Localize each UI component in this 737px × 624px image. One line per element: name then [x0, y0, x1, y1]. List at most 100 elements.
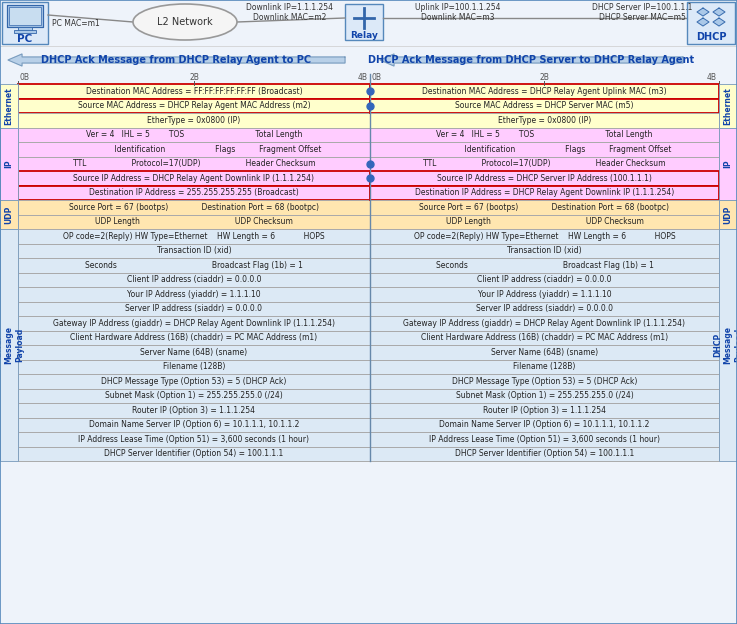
- Bar: [18, 113, 370, 127]
- Text: IP Address Lease Time (Option 51) = 3,600 seconds (1 hour): IP Address Lease Time (Option 51) = 3,60…: [79, 435, 310, 444]
- Bar: [370, 359, 719, 374]
- Bar: [370, 258, 719, 273]
- Text: IP Address Lease Time (Option 51) = 3,600 seconds (1 hour): IP Address Lease Time (Option 51) = 3,60…: [429, 435, 660, 444]
- Text: Filename (128B): Filename (128B): [163, 363, 226, 371]
- Bar: [719, 127, 737, 200]
- Bar: [370, 301, 719, 316]
- Text: Ver = 4   IHL = 5        TOS                              Total Length: Ver = 4 IHL = 5 TOS Total Length: [85, 130, 302, 139]
- Text: DHCP Server Identifier (Option 54) = 100.1.1.1: DHCP Server Identifier (Option 54) = 100…: [105, 449, 284, 458]
- Ellipse shape: [133, 4, 237, 40]
- Text: Router IP (Option 3) = 1.1.1.254: Router IP (Option 3) = 1.1.1.254: [483, 406, 606, 415]
- Polygon shape: [380, 54, 683, 66]
- Text: Destination MAC Address = FF:FF:FF:FF:FF:FF (Broadcast): Destination MAC Address = FF:FF:FF:FF:FF…: [85, 87, 302, 95]
- Text: Transaction ID (xid): Transaction ID (xid): [157, 246, 231, 255]
- Bar: [18, 331, 370, 345]
- Polygon shape: [713, 8, 725, 16]
- Bar: [18, 345, 370, 359]
- Text: L2 Network: L2 Network: [157, 17, 213, 27]
- Text: Filename (128B): Filename (128B): [513, 363, 576, 371]
- Text: Server Name (64B) (sname): Server Name (64B) (sname): [141, 348, 248, 357]
- Text: OP code=2(Reply) HW Type=Ethernet    HW Length = 6            HOPS: OP code=2(Reply) HW Type=Ethernet HW Len…: [413, 232, 675, 241]
- Text: Seconds                                        Broadcast Flag (1b) = 1: Seconds Broadcast Flag (1b) = 1: [85, 261, 303, 270]
- Bar: [370, 331, 719, 345]
- Bar: [18, 99, 370, 113]
- Text: Server IP address (siaddr) = 0.0.0.0: Server IP address (siaddr) = 0.0.0.0: [476, 305, 613, 313]
- Text: Identification                     Flags          Fragment Offset: Identification Flags Fragment Offset: [67, 145, 321, 154]
- Text: Gateway IP Address (giaddr) = DHCP Relay Agent Downlink IP (1.1.1.254): Gateway IP Address (giaddr) = DHCP Relay…: [53, 319, 335, 328]
- Bar: [7, 5, 43, 27]
- Bar: [18, 229, 370, 243]
- Text: Gateway IP Address (giaddr) = DHCP Relay Agent Downlink IP (1.1.1.254): Gateway IP Address (giaddr) = DHCP Relay…: [403, 319, 685, 328]
- Bar: [370, 171, 719, 185]
- Text: UDP: UDP: [724, 205, 733, 223]
- Bar: [370, 389, 719, 403]
- Bar: [18, 171, 370, 185]
- Bar: [18, 84, 370, 99]
- Bar: [370, 113, 719, 127]
- Bar: [370, 84, 719, 99]
- Text: Server Name (64B) (sname): Server Name (64B) (sname): [491, 348, 598, 357]
- Text: 0B: 0B: [20, 74, 30, 82]
- Text: Client IP address (ciaddr) = 0.0.0.0: Client IP address (ciaddr) = 0.0.0.0: [478, 275, 612, 285]
- Text: 4B: 4B: [707, 74, 717, 82]
- Bar: [18, 359, 370, 374]
- Text: DHCP
Message
Payload: DHCP Message Payload: [713, 326, 737, 364]
- Bar: [7, 5, 43, 27]
- Bar: [370, 127, 719, 142]
- Bar: [719, 229, 737, 461]
- Text: DHCP
Message
Payload: DHCP Message Payload: [0, 326, 24, 364]
- Text: 0B: 0B: [372, 74, 382, 82]
- Bar: [0, 127, 18, 200]
- Text: 2B: 2B: [539, 74, 550, 82]
- Bar: [18, 157, 370, 171]
- Polygon shape: [713, 18, 725, 26]
- Bar: [719, 200, 737, 229]
- Text: Client Hardware Address (16B) (chaddr) = PC MAC Address (m1): Client Hardware Address (16B) (chaddr) =…: [421, 333, 668, 342]
- Text: Domain Name Server IP (Option 6) = 10.1.1.1, 10.1.1.2: Domain Name Server IP (Option 6) = 10.1.…: [89, 420, 299, 429]
- Text: Source IP Address = DHCP Server IP Address (100.1.1.1): Source IP Address = DHCP Server IP Addre…: [437, 173, 652, 183]
- Bar: [18, 243, 370, 258]
- Bar: [18, 316, 370, 331]
- Text: Domain Name Server IP (Option 6) = 10.1.1.1, 10.1.1.2: Domain Name Server IP (Option 6) = 10.1.…: [439, 420, 650, 429]
- Bar: [370, 157, 719, 171]
- Text: DHCP Server MAC=m5: DHCP Server MAC=m5: [598, 12, 685, 21]
- Text: Source MAC Address = DHCP Relay Agent MAC Address (m2): Source MAC Address = DHCP Relay Agent MA…: [77, 101, 310, 110]
- Bar: [18, 389, 370, 403]
- Bar: [370, 345, 719, 359]
- Bar: [370, 99, 719, 113]
- Bar: [0, 200, 18, 229]
- Bar: [370, 374, 719, 389]
- Text: Downlink MAC=m2: Downlink MAC=m2: [254, 12, 326, 21]
- Bar: [18, 417, 370, 432]
- Text: Seconds                                        Broadcast Flag (1b) = 1: Seconds Broadcast Flag (1b) = 1: [436, 261, 654, 270]
- Text: OP code=2(Reply) HW Type=Ethernet    HW Length = 6            HOPS: OP code=2(Reply) HW Type=Ethernet HW Len…: [63, 232, 325, 241]
- Bar: [370, 287, 719, 301]
- Text: UDP: UDP: [4, 205, 13, 223]
- Bar: [370, 403, 719, 417]
- Text: Your IP Address (yiaddr) = 1.1.1.10: Your IP Address (yiaddr) = 1.1.1.10: [478, 290, 611, 299]
- Text: DHCP Server Identifier (Option 54) = 100.1.1.1: DHCP Server Identifier (Option 54) = 100…: [455, 449, 634, 458]
- Bar: [18, 127, 370, 142]
- Bar: [370, 417, 719, 432]
- Text: DHCP: DHCP: [696, 32, 726, 42]
- Bar: [18, 142, 370, 157]
- Text: Identification                     Flags          Fragment Offset: Identification Flags Fragment Offset: [417, 145, 671, 154]
- Text: Client IP address (ciaddr) = 0.0.0.0: Client IP address (ciaddr) = 0.0.0.0: [127, 275, 261, 285]
- Text: UDP Length                                        UDP Checksum: UDP Length UDP Checksum: [95, 217, 293, 227]
- Bar: [370, 432, 719, 447]
- Text: EtherType = 0x0800 (IP): EtherType = 0x0800 (IP): [498, 115, 591, 125]
- Text: Uplink IP=100.1.1.254: Uplink IP=100.1.1.254: [415, 4, 500, 12]
- Bar: [9, 7, 41, 25]
- Text: Source IP Address = DHCP Relay Agent Downlink IP (1.1.1.254): Source IP Address = DHCP Relay Agent Dow…: [74, 173, 315, 183]
- Bar: [18, 273, 370, 287]
- Text: Relay: Relay: [350, 31, 378, 39]
- Bar: [687, 2, 735, 44]
- Text: Destination MAC Address = DHCP Relay Agent Uplink MAC (m3): Destination MAC Address = DHCP Relay Age…: [422, 87, 667, 95]
- Bar: [18, 258, 370, 273]
- Text: PC: PC: [18, 34, 32, 44]
- Text: DHCP Message Type (Option 53) = 5 (DHCP Ack): DHCP Message Type (Option 53) = 5 (DHCP …: [452, 377, 638, 386]
- Text: Subnet Mask (Option 1) = 255.255.255.0 (/24): Subnet Mask (Option 1) = 255.255.255.0 (…: [455, 391, 633, 400]
- Bar: [18, 447, 370, 461]
- Text: IP: IP: [724, 160, 733, 168]
- Text: Source Port = 67 (bootps)              Destination Port = 68 (bootpc): Source Port = 67 (bootps) Destination Po…: [69, 203, 319, 212]
